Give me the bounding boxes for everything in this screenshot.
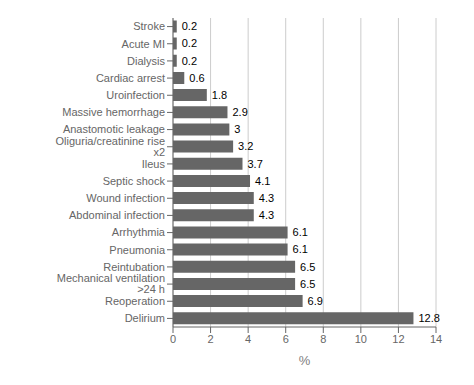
svg-text:10: 10 bbox=[355, 333, 367, 345]
svg-text:3.2: 3.2 bbox=[238, 140, 253, 152]
svg-text:Anastomotic leakage: Anastomotic leakage bbox=[63, 123, 165, 135]
svg-text:Uroinfection: Uroinfection bbox=[106, 89, 165, 101]
svg-text:Stroke: Stroke bbox=[133, 20, 165, 32]
svg-text:6.1: 6.1 bbox=[293, 243, 308, 255]
svg-text:Reoperation: Reoperation bbox=[105, 295, 165, 307]
svg-text:Wound infection: Wound infection bbox=[86, 192, 165, 204]
svg-text:4.1: 4.1 bbox=[255, 175, 270, 187]
svg-text:Arrhythmia: Arrhythmia bbox=[112, 226, 166, 238]
svg-text:1.8: 1.8 bbox=[212, 89, 227, 101]
svg-text:6.5: 6.5 bbox=[300, 278, 315, 290]
svg-text:Septic shock: Septic shock bbox=[103, 175, 166, 187]
svg-text:8: 8 bbox=[320, 333, 326, 345]
svg-text:0.2: 0.2 bbox=[182, 20, 197, 32]
svg-text:2.9: 2.9 bbox=[232, 106, 247, 118]
svg-text:4: 4 bbox=[245, 333, 251, 345]
svg-text:Cardiac arrest: Cardiac arrest bbox=[96, 72, 165, 84]
svg-text:6: 6 bbox=[283, 333, 289, 345]
svg-text:4.3: 4.3 bbox=[259, 209, 274, 221]
svg-text:14: 14 bbox=[430, 333, 442, 345]
svg-text:3.7: 3.7 bbox=[248, 158, 263, 170]
svg-text:Acute MI: Acute MI bbox=[122, 38, 165, 50]
svg-text:12.8: 12.8 bbox=[418, 312, 439, 324]
svg-text:Delirium: Delirium bbox=[125, 312, 165, 324]
svg-text:Dialysis: Dialysis bbox=[127, 55, 165, 67]
svg-text:%: % bbox=[299, 353, 311, 368]
svg-text:Mechanical ventilation>24 h: Mechanical ventilation>24 h bbox=[57, 272, 165, 295]
svg-text:0.2: 0.2 bbox=[182, 37, 197, 49]
svg-text:0: 0 bbox=[170, 333, 176, 345]
svg-text:Oliguria/creatinine risex2: Oliguria/creatinine risex2 bbox=[56, 135, 165, 158]
svg-text:6.5: 6.5 bbox=[300, 261, 315, 273]
svg-text:0.2: 0.2 bbox=[182, 55, 197, 67]
svg-text:12: 12 bbox=[392, 333, 404, 345]
svg-text:0.6: 0.6 bbox=[189, 72, 204, 84]
svg-text:6.1: 6.1 bbox=[293, 226, 308, 238]
svg-text:3: 3 bbox=[234, 123, 240, 135]
svg-text:Ileus: Ileus bbox=[142, 158, 166, 170]
svg-text:Reintubation: Reintubation bbox=[103, 261, 165, 273]
svg-text:Pneumonia: Pneumonia bbox=[109, 244, 166, 256]
svg-text:6.9: 6.9 bbox=[308, 295, 323, 307]
svg-text:Massive hemorrhage: Massive hemorrhage bbox=[62, 106, 165, 118]
svg-text:4.3: 4.3 bbox=[259, 192, 274, 204]
svg-text:2: 2 bbox=[208, 333, 214, 345]
svg-text:Abdominal infection: Abdominal infection bbox=[69, 209, 165, 221]
